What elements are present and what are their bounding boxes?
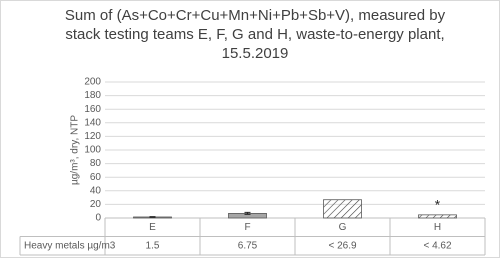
value-label: < 26.9 <box>328 240 357 251</box>
y-tick-label: 20 <box>90 199 102 210</box>
y-tick-label: 80 <box>90 158 102 169</box>
x-tick-label: E <box>149 222 156 233</box>
x-tick-label: G <box>339 222 347 233</box>
bar <box>418 214 457 219</box>
bar <box>323 199 362 219</box>
y-axis-label: µg/m³, dry, NTP <box>70 115 81 185</box>
value-label: 1.5 <box>146 240 160 251</box>
y-tick-label: 40 <box>90 185 102 196</box>
x-tick-label: F <box>244 222 250 233</box>
x-tick-label: H <box>434 222 441 233</box>
legend-entry: Heavy metals µg/m3 <box>24 240 116 251</box>
chart-title: Sum of (As+Co+Cr+Cu+Mn+Ni+Pb+Sb+V), meas… <box>64 7 446 62</box>
error-bar <box>244 211 251 215</box>
y-tick-label: 160 <box>84 104 101 115</box>
y-tick-label: 180 <box>84 90 101 101</box>
y-tick-label: 200 <box>84 77 101 88</box>
y-tick-label: 0 <box>95 213 101 224</box>
y-tick-label: 140 <box>84 117 101 128</box>
y-tick-label: 60 <box>90 172 102 183</box>
error-bar <box>149 216 156 218</box>
y-tick-label: 120 <box>84 131 101 142</box>
value-label: 6.75 <box>238 240 258 251</box>
value-label: < 4.62 <box>423 240 452 251</box>
annotation: * <box>435 197 441 213</box>
y-tick-label: 100 <box>84 145 101 156</box>
